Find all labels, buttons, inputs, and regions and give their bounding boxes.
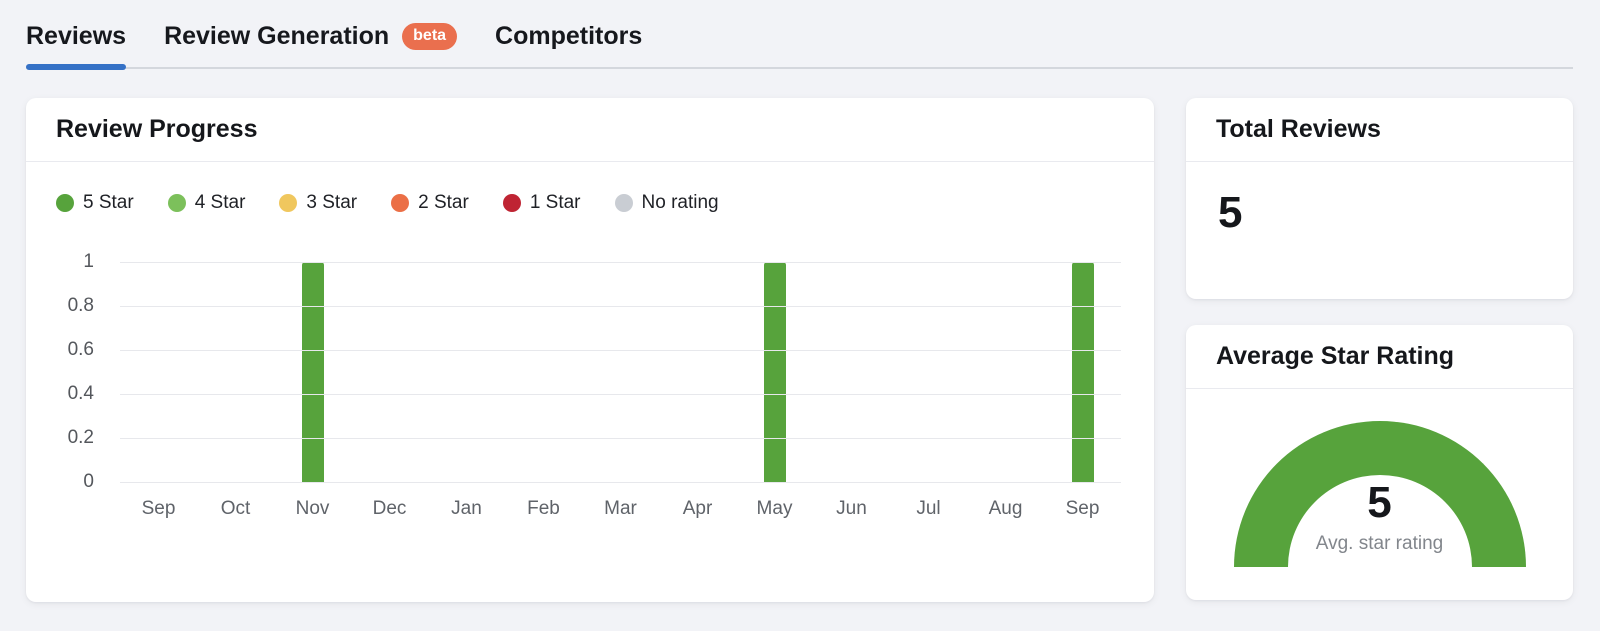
tab-review-generation-label: Review Generation: [164, 22, 390, 50]
total-reviews-header: Total Reviews: [1186, 98, 1573, 162]
x-axis-label: Jan: [451, 498, 482, 519]
chart-column-may-8: [736, 262, 813, 482]
tab-bar: Reviews Review Generation beta Competito…: [26, 0, 1573, 70]
legend-label: No rating: [641, 192, 719, 213]
x-axis-label: Aug: [988, 498, 1023, 519]
x-axis-label: Dec: [372, 498, 407, 519]
bar-5-star[interactable]: [1071, 262, 1094, 482]
x-axis-label: Mar: [604, 498, 637, 519]
review-progress-header: Review Progress: [26, 98, 1154, 162]
chart-column-sep-0: [120, 262, 197, 482]
review-progress-chart: 5 Star 4 Star 3 Star 2 Star 1 Star No rating …: [26, 162, 1154, 520]
chart-column-nov-2: [274, 262, 351, 482]
chart-column-oct-1: [197, 262, 274, 482]
total-reviews-card: Total Reviews 5: [1186, 98, 1573, 299]
legend-label: 4 Star: [194, 192, 246, 213]
gauge-caption: Avg. star rating: [1315, 533, 1444, 554]
chart-column-jul-10: [890, 262, 967, 482]
bar-5-star[interactable]: [301, 262, 324, 482]
tab-review-generation[interactable]: Review Generation beta: [164, 22, 458, 67]
legend-dot-icon: [167, 194, 186, 212]
legend-dot-icon: [391, 194, 410, 212]
review-progress-title: Review Progress: [56, 115, 258, 143]
chart-y-axis: 0 0.2 0.4 0.6 0.8 1: [56, 251, 120, 492]
gridline: [120, 482, 1121, 483]
legend-dot-icon: [279, 194, 298, 212]
gridline: [120, 438, 1121, 439]
chart-bars: [120, 262, 1121, 482]
chart-legend: 5 Star 4 Star 3 Star 2 Star 1 Star No rating: [56, 192, 1121, 214]
chart-column-aug-11: [967, 262, 1044, 482]
x-axis-label: Jul: [916, 498, 941, 519]
gridline: [120, 306, 1121, 307]
gauge-text: 5 Avg. star rating: [1186, 481, 1573, 555]
x-axis-label: Jun: [836, 498, 867, 519]
average-star-rating-card: Average Star Rating 5 Avg. star rating: [1186, 325, 1573, 600]
gauge-area: 5 Avg. star rating: [1186, 389, 1573, 600]
tab-competitors-label: Competitors: [495, 22, 643, 50]
y-axis-tick: 0: [83, 471, 94, 492]
legend-label: 3 Star: [306, 192, 358, 213]
x-axis-label: Sep: [141, 498, 176, 519]
legend-item-1-star[interactable]: 1 Star: [502, 192, 581, 214]
legend-item-no-rating[interactable]: No rating: [614, 192, 719, 214]
legend-item-4-star[interactable]: 4 Star: [167, 192, 246, 214]
y-axis-tick: 0.4: [67, 383, 94, 404]
chart-plot-row: 0 0.2 0.4 0.6 0.8 1: [56, 251, 1121, 492]
legend-item-2-star[interactable]: 2 Star: [391, 192, 469, 214]
average-star-rating-title: Average Star Rating: [1216, 342, 1455, 370]
y-axis-tick: 0.2: [67, 427, 94, 448]
chart-column-feb-5: [505, 262, 582, 482]
average-star-rating-header: Average Star Rating: [1186, 325, 1573, 389]
tab-competitors[interactable]: Competitors: [495, 22, 642, 67]
legend-item-3-star[interactable]: 3 Star: [279, 192, 357, 214]
x-axis-label: Nov: [295, 498, 330, 519]
chart-column-jun-9: [813, 262, 890, 482]
x-axis-label: Sep: [1065, 498, 1100, 519]
chart-plot-area: [120, 262, 1121, 483]
y-axis-tick: 0.6: [67, 339, 94, 360]
total-reviews-title: Total Reviews: [1216, 115, 1381, 143]
gridline: [120, 394, 1121, 395]
x-axis-label: May: [756, 498, 793, 519]
legend-label: 5 Star: [83, 192, 134, 213]
chart-column-apr-7: [659, 262, 736, 482]
y-axis-tick: 1: [83, 251, 94, 272]
chart-column-mar-6: [582, 262, 659, 482]
legend-label: 1 Star: [529, 192, 581, 213]
total-reviews-value: 5: [1218, 188, 1243, 237]
right-column: Total Reviews 5 Average Star Rating 5 Av…: [1186, 98, 1573, 602]
legend-dot-icon: [614, 194, 633, 212]
x-axis-label: Apr: [682, 498, 713, 519]
review-progress-card: Review Progress 5 Star 4 Star 3 Star 2 Star…: [26, 98, 1154, 602]
chart-column-sep-12: [1044, 262, 1121, 482]
tab-reviews[interactable]: Reviews: [26, 22, 127, 70]
legend-item-5-star[interactable]: 5 Star: [56, 192, 134, 214]
legend-label: 2 Star: [418, 192, 469, 213]
legend-dot-icon: [502, 194, 521, 212]
legend-dot-icon: [56, 194, 74, 212]
gauge-value: 5: [1367, 478, 1392, 527]
bar-5-star[interactable]: [763, 262, 786, 482]
chart-column-jan-4: [428, 262, 505, 482]
beta-badge: beta: [402, 23, 458, 50]
main-content: Review Progress 5 Star 4 Star 3 Star 2 Star…: [26, 98, 1573, 602]
y-axis-tick: 0.8: [67, 295, 94, 316]
gridline: [120, 262, 1121, 263]
x-axis-label: Oct: [220, 498, 251, 519]
x-axis-label: Feb: [527, 498, 560, 519]
tab-reviews-label: Reviews: [26, 22, 127, 50]
gridline: [120, 350, 1121, 351]
chart-x-axis: Sep Oct Nov Dec Jan Feb Mar Apr May Jun Jul Aug Sep: [120, 498, 1121, 520]
chart-column-dec-3: [351, 262, 428, 482]
